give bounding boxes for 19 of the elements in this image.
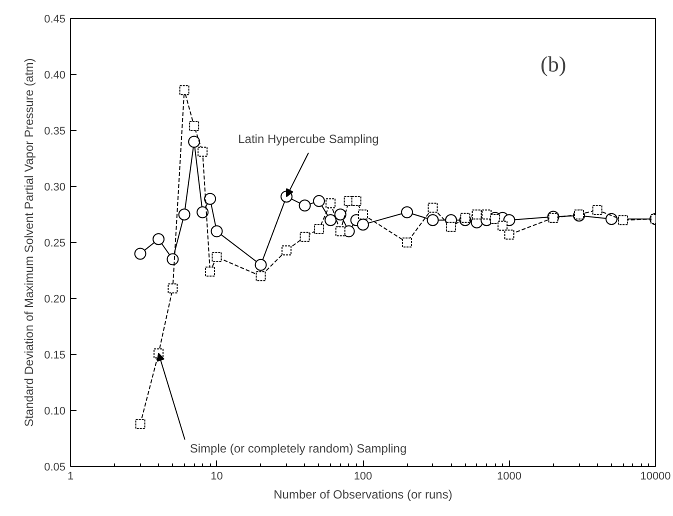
y-tick-label: 0.20: [44, 294, 66, 306]
x-tick-label: 1000: [497, 470, 522, 482]
x-tick-label: 10000: [640, 470, 671, 482]
x-axis-title: Number of Observations (or runs): [274, 488, 452, 502]
x-tick-label: 100: [354, 470, 372, 482]
x-tick-label: 1: [67, 470, 74, 482]
x-tick-label: 10: [210, 470, 223, 482]
y-tick-label: 0.10: [44, 406, 66, 418]
annotation: Simple (or completely random) Sampling: [190, 442, 407, 456]
y-tick-label: 0.40: [44, 70, 66, 82]
y-tick-label: 0.30: [44, 182, 66, 194]
annotation: Latin Hypercube Sampling: [238, 132, 379, 146]
y-tick-label: 0.25: [44, 238, 66, 250]
annotation: (b): [540, 52, 566, 76]
y-tick-label: 0.45: [44, 14, 66, 26]
y-tick-label: 0.15: [44, 350, 66, 362]
y-tick-label: 0.35: [44, 126, 66, 138]
y-tick-label: 0.05: [44, 462, 66, 474]
y-axis-title: Standard Deviation of Maximum Solvent Partial Vapor Pressure (atm): [22, 58, 36, 427]
